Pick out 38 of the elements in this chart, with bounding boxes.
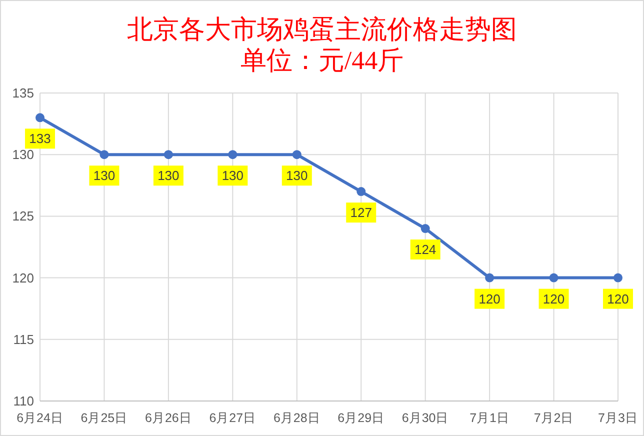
data-label: 120 bbox=[538, 288, 569, 309]
data-label: 124 bbox=[414, 242, 436, 258]
x-tick-label: 6月29日 bbox=[338, 411, 385, 425]
data-label: 133 bbox=[29, 131, 51, 146]
x-tick-label: 7月1日 bbox=[470, 411, 510, 425]
y-tick-label: 130 bbox=[12, 147, 34, 162]
y-tick-label: 125 bbox=[12, 208, 34, 224]
data-label: 130 bbox=[286, 168, 308, 184]
data-label: 130 bbox=[218, 166, 248, 186]
x-tick-label: 6月24日 bbox=[16, 411, 64, 425]
data-label: 130 bbox=[89, 166, 120, 186]
data-label: 130 bbox=[158, 168, 180, 184]
title: 北京各大市场鸡蛋主流价格走势图 bbox=[127, 15, 517, 44]
data-label: 120 bbox=[542, 291, 565, 306]
y-tick-label: 120 bbox=[12, 270, 34, 286]
data-label: 127 bbox=[350, 205, 372, 220]
x-tick-label: 7月2日 bbox=[534, 411, 574, 425]
x-tick-label: 7月3日 bbox=[598, 411, 638, 425]
data-label: 120 bbox=[607, 291, 629, 306]
subtitle: 单位：元/44斤 bbox=[240, 46, 404, 75]
x-tick-label: 6月27日 bbox=[209, 411, 256, 425]
data-label: 127 bbox=[346, 202, 376, 223]
data-label: 130 bbox=[153, 166, 184, 186]
data-label: 124 bbox=[410, 240, 440, 260]
x-tick-label: 6月28日 bbox=[273, 411, 320, 425]
data-label: 120 bbox=[478, 291, 500, 306]
y-tick-label: 115 bbox=[13, 332, 34, 347]
data-label: 130 bbox=[222, 168, 244, 184]
y-tick-label: 135 bbox=[12, 86, 34, 100]
data-label: 133 bbox=[25, 128, 55, 149]
y-tick-label: 110 bbox=[13, 394, 34, 408]
data-label: 120 bbox=[603, 288, 633, 309]
x-tick-label: 6月26日 bbox=[145, 411, 192, 425]
data-label: 130 bbox=[282, 166, 312, 186]
x-tick-label: 6月25日 bbox=[80, 411, 128, 425]
data-label: 130 bbox=[93, 168, 116, 184]
x-tick-label: 6月30日 bbox=[402, 411, 449, 425]
data-label: 120 bbox=[474, 288, 505, 309]
